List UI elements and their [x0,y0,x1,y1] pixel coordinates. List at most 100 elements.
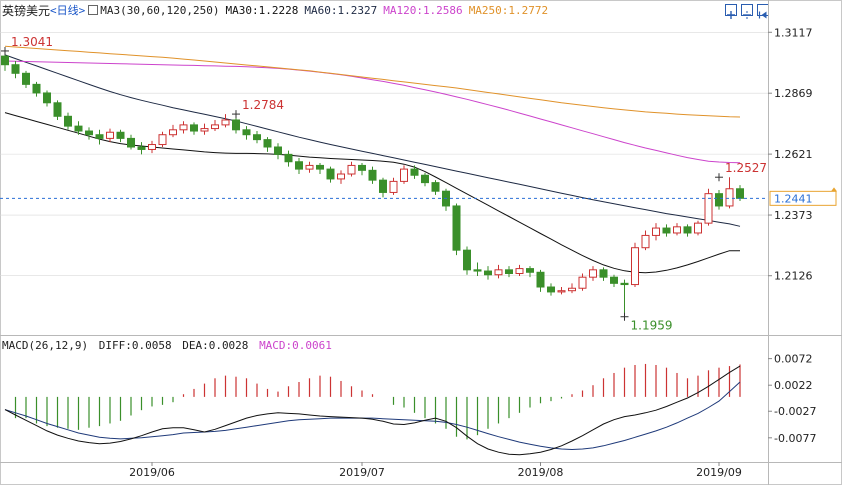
ma-toggle-checkbox[interactable] [88,5,99,15]
candle-body-up [148,144,156,150]
candle-body-up [641,234,650,249]
macd-diff-line [4,365,741,456]
candle-body-up [557,290,566,293]
candle-body-down [379,179,387,193]
skip-end-icon [758,11,767,19]
y-tick-label: 1.2373 [774,209,813,222]
annotation-label: 1.2784 [242,98,284,112]
candle-body-up [337,173,345,180]
candle-body-down [683,226,692,234]
candle-body-up [211,124,219,130]
candle-body-down [505,269,513,275]
macd-value-label: MACD:0.0061 [259,339,332,352]
candle-body-up [704,193,713,224]
candle-body-down [326,168,335,180]
candle-body-up [221,119,230,126]
candle-body-down [736,188,744,199]
ma-line-ma60 [4,54,741,227]
candle-body-down [74,125,83,132]
candle-body-down [421,174,429,184]
candle-body-up [305,164,314,170]
candle-body-down [85,130,93,136]
candle-body-down [137,146,146,150]
candle-body-down [253,134,261,141]
candle-body-up [578,276,587,289]
annotation-label: 1.2527 [725,161,767,175]
candle-body-down [715,193,723,207]
candle-body-up [589,269,597,278]
candle-body-down [190,124,198,132]
period-label[interactable]: <日线> [50,4,86,17]
candle-body-up [515,268,524,275]
scroll-end-button[interactable] [757,4,769,19]
macd-diff-label: DIFF:0.0058 [98,339,172,352]
candle-body-down [610,276,618,284]
main-legend: 英镑美元 <日线> MA3(30,60,120,250) MA30:1.2228… [2,2,548,18]
candle-body-down [32,83,41,94]
candle-body-up [389,180,398,193]
macd-y-tick-label: 0.0072 [774,353,813,366]
macd-y-tick-label: -0.0027 [774,405,816,418]
candle-body-down [599,269,608,278]
candle-body-up [725,188,734,207]
zoom-in-button[interactable] [725,4,737,19]
candle-body-down [95,134,104,139]
macd-dea-label: DEA:0.0028 [182,339,249,352]
candle-body-down [53,102,62,117]
ma-line-ma120 [4,60,741,164]
y-tick-label: 1.2126 [774,270,813,283]
ma60-label: MA60:1.2327 [304,3,378,17]
candle-body-down [295,161,303,170]
candle-body-up [347,164,356,175]
macd-y-tick-label: 0.0022 [774,379,813,392]
candle-body-down [536,271,545,288]
ma120-label: MA120:1.2586 [383,3,463,17]
candle-body-down [1,55,9,66]
current-price-box [769,190,837,206]
minus-icon [743,11,751,19]
candle-body-up [106,131,114,139]
candle-body-up [694,222,702,234]
x-tick-label: 2019/06 [129,466,175,479]
candle-body-up [400,168,408,182]
candle-body-down [263,139,272,148]
candle-body-down [43,92,51,104]
candle-body-up [652,227,660,236]
candle-body-up [568,287,576,292]
symbol-name[interactable]: 英镑美元 [2,3,51,18]
candle-body-down [431,182,440,192]
candle-body-up [200,128,209,132]
macd-y-tick-label: -0.0077 [774,432,816,445]
y-tick-label: 1.2869 [774,87,813,100]
y-tick-label: 1.2621 [774,148,813,161]
candle-body-down [11,64,20,74]
current-price-label: 1.2441 [774,192,813,205]
candle-body-down [410,168,419,176]
zoom-out-button[interactable] [741,4,753,19]
candle-body-down [274,146,282,155]
candle-body-up [631,247,639,286]
x-tick-label: 2019/08 [518,466,564,479]
candle-body-down [442,190,450,207]
y-tick-label: 1.3117 [774,26,813,39]
candle-body-up [673,226,681,234]
candle-body-down [620,282,629,286]
price-arrow-up-icon [831,187,837,192]
x-tick-label: 2019/07 [339,466,385,479]
candle-body-down [526,268,534,273]
candle-body-down [22,72,30,85]
candle-body-down [662,227,671,234]
ma250-label: MA250:1.2772 [468,3,549,17]
candle-body-down [358,164,366,171]
candle-body-down [463,249,471,271]
candle-body-down [547,286,555,293]
x-tick-label: 2019/09 [696,466,742,479]
candle-body-up [169,129,177,136]
candle-body-down [452,205,461,251]
candle-body-down [316,164,324,170]
macd-dea-line [4,381,741,451]
candle-body-down [284,153,293,163]
annotation-label: 1.3041 [11,35,53,49]
